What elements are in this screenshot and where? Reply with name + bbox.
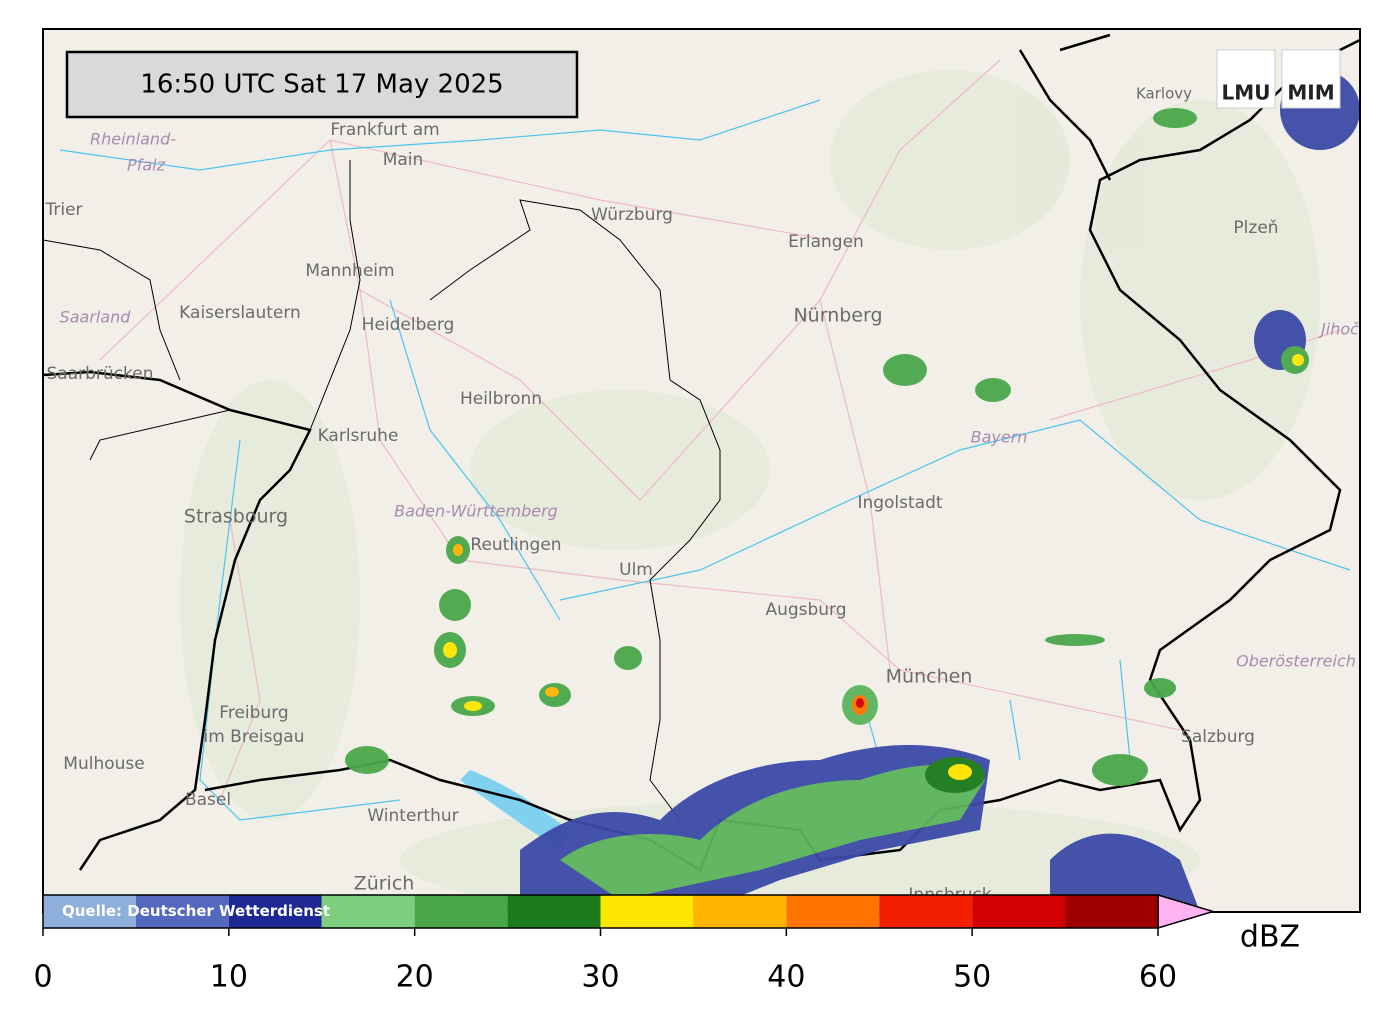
colorbar-segment	[786, 895, 880, 928]
colorbar-segment	[414, 895, 508, 928]
map: Frankfurt am Main Würzburg Erlangen Nürn…	[43, 29, 1360, 912]
colorbar-segment	[693, 895, 787, 928]
region-label: Jihoč	[1318, 320, 1360, 339]
colorbar-segment	[600, 895, 694, 928]
place-label: Saarbrücken	[47, 364, 154, 384]
place-label: Strasbourg	[184, 506, 288, 528]
colorbar-segment	[507, 895, 601, 928]
colorbar-tick-label: 30	[581, 960, 619, 995]
region-label: Pfalz	[127, 156, 166, 175]
colorbar-tick-label: 10	[210, 960, 248, 995]
timestamp-box	[65, 50, 579, 119]
colorbar-tick-label: 50	[953, 960, 991, 995]
place-label: Karlovy	[1136, 85, 1192, 103]
place-label: Ingolstadt	[857, 493, 942, 513]
place-label: Freiburg	[219, 703, 288, 723]
place-label: Frankfurt am	[330, 120, 439, 140]
place-label: Erlangen	[788, 232, 864, 252]
rivers	[59, 99, 1351, 821]
place-label: Reutlingen	[470, 535, 561, 555]
colorbar-segment	[135, 895, 229, 928]
place-label: Trier	[44, 200, 82, 220]
region-label: Saarland	[60, 308, 132, 327]
region-label: Bayern	[971, 428, 1028, 447]
place-label: Mannheim	[305, 261, 394, 281]
colorbar-tick-label: 0	[33, 960, 52, 995]
colorbar-segment	[1065, 895, 1158, 928]
radar-echoes	[345, 70, 1360, 912]
place-label: Würzburg	[591, 205, 673, 225]
colorbar-tick-label: 20	[396, 960, 434, 995]
place-label: im Breisgau	[204, 727, 305, 747]
colorbar-segment	[228, 895, 322, 928]
logo-box	[1216, 49, 1276, 109]
colorbar-segment	[972, 895, 1066, 928]
colorbar-segment	[43, 895, 136, 928]
region-label: Oberösterreich	[1236, 652, 1356, 671]
place-label: Augsburg	[765, 600, 846, 620]
place-label: Mulhouse	[63, 754, 144, 774]
place-label: Nürnberg	[793, 305, 882, 327]
place-label: Ulm	[619, 560, 653, 580]
colorbar-unit: dBZ	[1240, 920, 1300, 955]
logo-text: LMU	[1222, 81, 1271, 105]
place-label: Heidelberg	[362, 315, 455, 335]
colorbar: Quelle: Deutscher Wetterdienst 0 10 20 30 40 5…	[33, 893, 1300, 995]
place-label: Zürich	[354, 873, 415, 895]
place-label: Winterthur	[367, 806, 458, 826]
roads	[99, 59, 1341, 801]
region-label: Rheinland-	[90, 130, 176, 149]
place-label: Kaiserslautern	[179, 303, 301, 323]
place-label: Main	[383, 150, 424, 170]
logo-text: MIM	[1287, 81, 1334, 105]
colorbar-segment	[879, 895, 973, 928]
place-label: Basel	[185, 790, 231, 810]
colorbar-segment	[321, 895, 415, 928]
colorbar-tick-label: 40	[767, 960, 805, 995]
lake-constance	[460, 770, 570, 850]
place-label: Karlsruhe	[318, 426, 399, 446]
place-label: Plzeň	[1233, 218, 1278, 238]
place-labels: Frankfurt am Main Würzburg Erlangen Nürn…	[44, 85, 1360, 906]
source-label: Quelle: Deutscher Wetterdienst	[62, 902, 330, 920]
timestamp: 16:50 UTC Sat 17 May 2025	[140, 70, 503, 100]
logo-box	[1281, 49, 1341, 109]
region-label: Baden-Württemberg	[394, 502, 558, 521]
place-label: Heilbronn	[460, 389, 542, 409]
logo: LMU MIM	[1216, 49, 1341, 109]
colorbar-tick-label: 60	[1139, 960, 1177, 995]
place-label: München	[886, 666, 973, 688]
place-label: Salzburg	[1181, 727, 1255, 747]
